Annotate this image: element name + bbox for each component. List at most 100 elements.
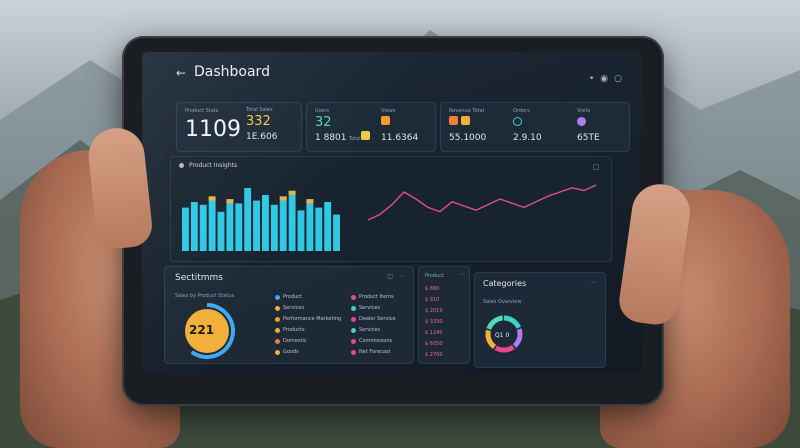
status-dot-icon	[275, 339, 280, 344]
panel-subtitle: Sales Overview	[483, 299, 522, 305]
stat-label: Visits	[577, 108, 591, 114]
list-item[interactable]: Services	[351, 326, 411, 336]
bar-highlight	[208, 196, 216, 201]
status-dot-icon	[351, 350, 356, 355]
list-item-label: Commissions	[359, 338, 393, 344]
product-insights-panel: Product Insights ▢	[170, 156, 612, 262]
options-icon[interactable]: ⋯	[459, 271, 465, 278]
panel-title: Product Insights	[189, 162, 238, 169]
list-item[interactable]: Products	[275, 326, 345, 336]
orders-icon	[513, 117, 522, 126]
series-line	[367, 184, 597, 221]
status-list-left: Product Services Performance Marketing Prod…	[275, 293, 345, 359]
stat-card-products[interactable]: Product Stats 1109	[176, 102, 302, 152]
list-item-label: Services	[359, 305, 381, 311]
options-icon[interactable]: ⋯	[399, 273, 405, 280]
gauge-fill	[185, 309, 229, 353]
sections-panel: Sectitmms ▢ ⋯ Sales by Product Status 22…	[164, 266, 414, 364]
list-item[interactable]: Product Items	[351, 293, 411, 303]
status-dot-icon	[275, 306, 280, 311]
filter-icon[interactable]: ▢	[387, 273, 393, 280]
list-item[interactable]: $ 910	[425, 296, 465, 306]
bar	[333, 214, 340, 251]
header-actions: •◉○	[589, 74, 628, 84]
bar-chart	[182, 188, 340, 251]
list-item[interactable]: Commissions	[351, 337, 411, 347]
page-title: Dashboard	[194, 64, 270, 80]
product-values-panel: Product ⋯ $ 880 $ 910 $ 2019 $ 3330 $ 1240 $ …	[418, 266, 470, 364]
bar	[288, 190, 296, 251]
orange-badge-icon	[381, 116, 390, 125]
stat-value: 11.6364	[381, 133, 419, 143]
list-item-label: $ 1240	[425, 330, 443, 336]
list-item-label: Dealer Service	[359, 316, 396, 322]
back-arrow-icon[interactable]: ←	[176, 66, 187, 80]
list-item[interactable]: Dealer Service	[351, 315, 411, 325]
list-item[interactable]: Net Forecast	[351, 348, 411, 358]
list-item-label: Services	[283, 305, 305, 311]
list-item-label: Goods	[283, 349, 299, 355]
list-item-label: $ 910	[425, 297, 440, 303]
bar	[199, 204, 207, 251]
panel-title: Categories	[483, 279, 527, 288]
list-item[interactable]: $ 880	[425, 285, 465, 295]
donut-segment	[485, 315, 523, 353]
list-item-label: $ 2019	[425, 308, 443, 314]
stat-sub-value: 1 8801	[315, 133, 347, 143]
donut-segment	[485, 315, 523, 353]
bar	[226, 199, 234, 251]
stat-value: 55.1000	[449, 133, 487, 143]
options-icon[interactable]: ⋯	[591, 279, 597, 286]
expand-icon[interactable]: ▢	[592, 163, 599, 171]
bar	[190, 202, 198, 251]
panel-subtitle: Sales by Product Status	[175, 293, 235, 299]
list-item[interactable]: $ 2019	[425, 307, 465, 317]
list-item[interactable]: Product	[275, 293, 345, 303]
list-item[interactable]: $ 3330	[425, 318, 465, 328]
list-item-label: Products	[283, 327, 305, 333]
panel-title: Sectitmms	[175, 273, 223, 283]
stat-label: Orders	[513, 108, 530, 114]
bar	[279, 196, 287, 251]
status-dot-icon	[275, 328, 280, 333]
status-dot-icon	[275, 295, 280, 300]
gauge-chart	[185, 303, 235, 359]
bar-highlight	[306, 199, 314, 204]
list-item[interactable]: Goods	[275, 348, 345, 358]
donut-chart	[485, 315, 523, 353]
app-header: ← Dashboard •◉○	[142, 52, 642, 92]
stat-card-revenue[interactable]: Revenue Total 55.1000 Orders 2.9.10 Visi…	[440, 102, 630, 152]
panel-title: Product	[425, 273, 444, 279]
bar	[324, 202, 332, 251]
list-item[interactable]: $ 1240	[425, 329, 465, 339]
list-item[interactable]: Services	[275, 304, 345, 314]
gauge-value: 221	[189, 323, 215, 337]
list-item[interactable]: Services	[351, 304, 411, 314]
bar	[262, 195, 269, 251]
status-dot-icon	[275, 317, 280, 322]
settings-icon[interactable]: ○	[614, 74, 628, 84]
notification-icon[interactable]: ◉	[600, 74, 615, 84]
line-chart	[363, 184, 601, 233]
list-item[interactable]: $ 6050	[425, 340, 465, 350]
status-dot-icon	[351, 328, 356, 333]
more-icon[interactable]: •	[588, 74, 601, 84]
list-item-label: $ 6050	[425, 341, 443, 347]
bar-highlight	[279, 196, 287, 201]
list-item[interactable]: Performance Marketing	[275, 315, 345, 325]
bar	[315, 207, 323, 251]
dashboard-screen: ← Dashboard •◉○ Product Stats 1109 Total…	[142, 52, 642, 374]
stat-card-users[interactable]: Users 32 1 8801 Total Views 11.6364	[306, 102, 436, 152]
list-item[interactable]: Domestic	[275, 337, 345, 347]
list-item[interactable]: $ 2700	[425, 351, 465, 361]
list-item-label: $ 880	[425, 286, 440, 292]
bar-highlight	[288, 190, 296, 195]
bar	[235, 203, 243, 251]
revenue-icon	[449, 116, 458, 125]
stat-card-sales[interactable]: Total Sales 332 1E.606	[246, 102, 300, 150]
bar	[306, 199, 314, 251]
list-item-label: Net Forecast	[359, 349, 391, 355]
visits-icon	[577, 117, 586, 126]
donut-value: Q1 0	[495, 332, 510, 339]
list-item-label: Domestic	[283, 338, 307, 344]
